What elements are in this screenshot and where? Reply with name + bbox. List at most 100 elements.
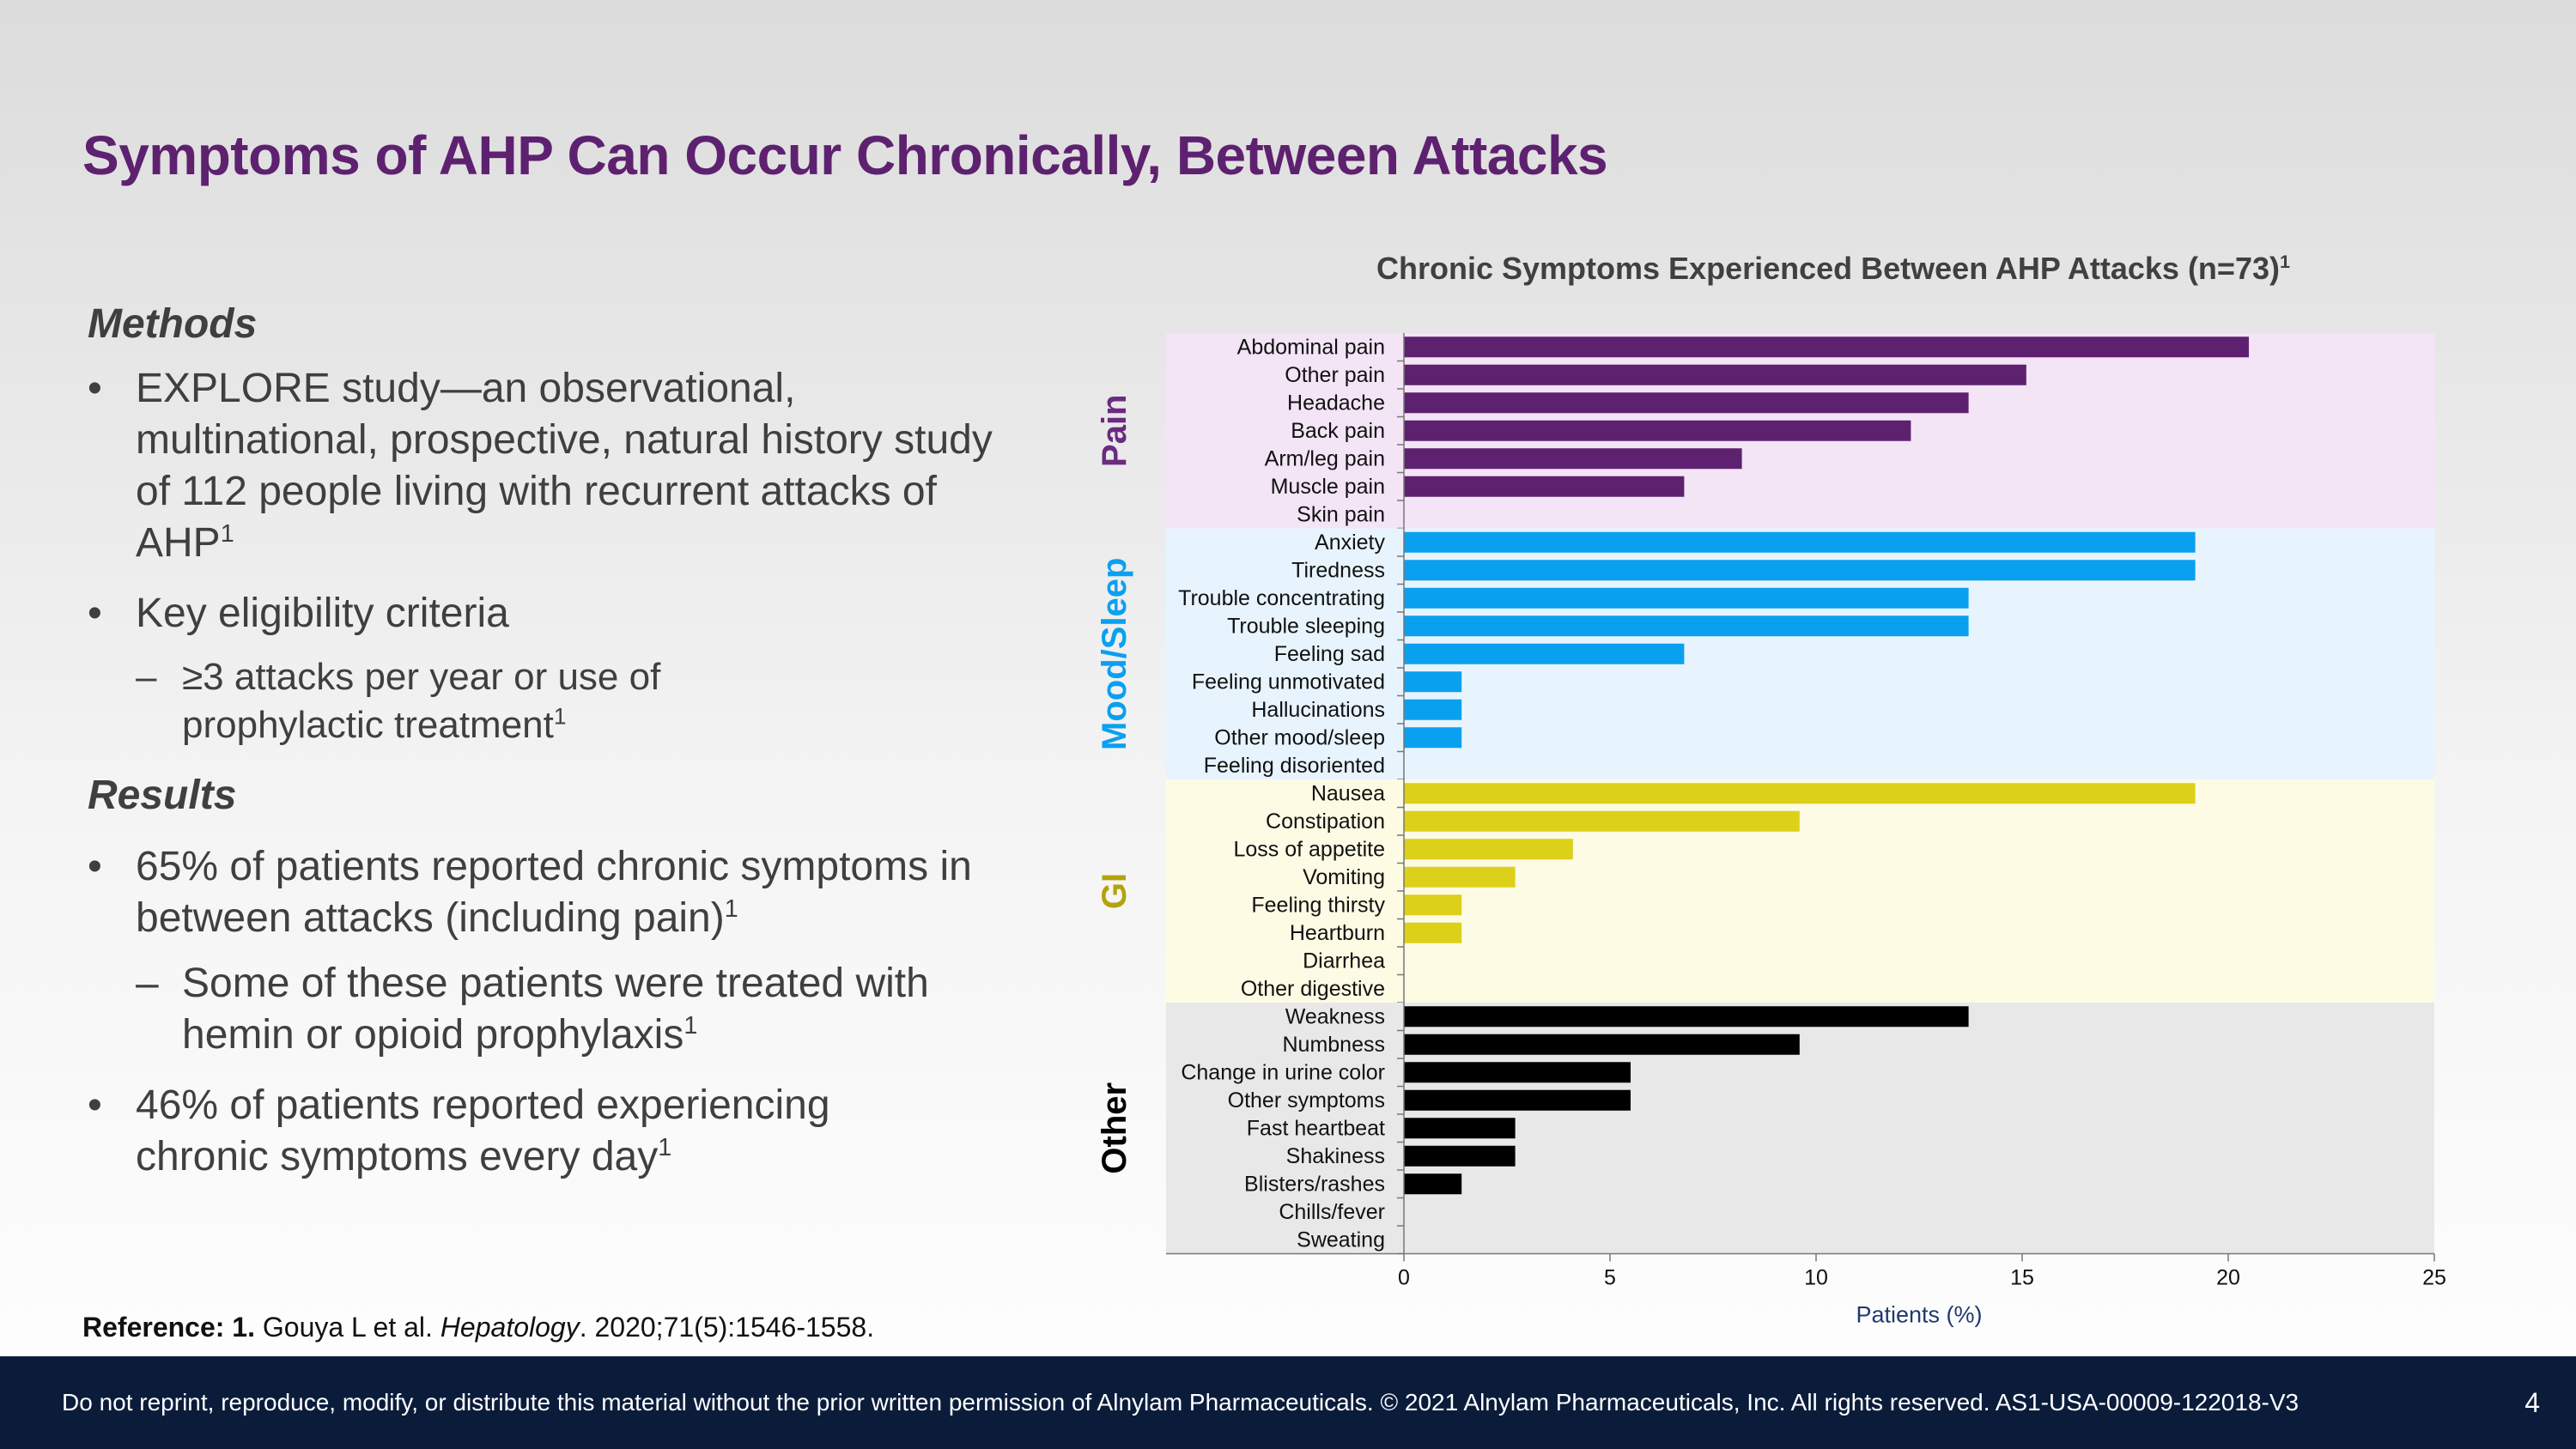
methods-bullet-2: Key eligibility criteria <box>136 591 509 636</box>
bullet-mark: • <box>88 844 102 889</box>
category-label: Feeling unmotivated <box>1192 670 1385 694</box>
category-label: Arm/leg pain <box>1265 446 1385 470</box>
category-label: Trouble sleeping <box>1227 614 1385 638</box>
category-label: Diarrhea <box>1303 949 1385 973</box>
group-label: Pain <box>1096 395 1133 467</box>
symptoms-bar-chart: Pain Abdominal pain Other pain Headache Back… <box>1096 333 2446 1328</box>
citation-sup: 1 <box>658 1134 672 1161</box>
chart-title: Chronic Symptoms Experienced Between AHP… <box>1376 251 2290 286</box>
bullet-item: • 65% of patients reported chronic sympt… <box>88 841 1032 944</box>
group-label: Mood/Sleep <box>1096 558 1133 750</box>
methods-heading: Methods <box>88 301 258 347</box>
category-label: Abdominal pain <box>1237 335 1385 359</box>
bar <box>1404 1034 1800 1055</box>
reference-journal: Hepatology <box>440 1312 580 1343</box>
reference-number: 1. <box>232 1312 255 1343</box>
bar <box>1404 727 1462 749</box>
methods-results-panel: Methods • EXPLORE study—an observational… <box>88 300 1032 1202</box>
reference-citation: . 2020;71(5):1546-1558. <box>579 1312 875 1343</box>
bullet-item: • EXPLORE study—an observational, multin… <box>88 363 1032 569</box>
bar <box>1404 392 1969 414</box>
bullet-mark: • <box>88 1082 102 1128</box>
reference-authors: Gouya L et al. <box>262 1312 433 1343</box>
category-label: Loss of appetite <box>1233 837 1385 861</box>
category-label: Vomiting <box>1303 865 1385 889</box>
citation-sup: 1 <box>724 895 738 923</box>
dash-mark: – <box>136 961 159 1006</box>
category-label: Nausea <box>1311 781 1385 805</box>
group-label: Other <box>1096 1082 1133 1174</box>
bar <box>1404 643 1685 664</box>
bar <box>1404 420 1911 441</box>
category-label: Skin pain <box>1297 502 1385 526</box>
bar <box>1404 894 1462 916</box>
footer-disclaimer: Do not reprint, reproduce, modify, or di… <box>62 1389 2300 1416</box>
category-label: Feeling thirsty <box>1251 893 1385 917</box>
category-label: Other digestive <box>1241 977 1385 1001</box>
category-label: Change in urine color <box>1181 1060 1385 1084</box>
category-label: Trouble concentrating <box>1178 586 1385 610</box>
bar <box>1404 336 2249 358</box>
bar <box>1404 364 2026 385</box>
reference-label: Reference: <box>82 1312 225 1343</box>
methods-bullet-1: EXPLORE study—an observational, multinat… <box>136 366 993 566</box>
x-axis-label: Patients (%) <box>1856 1302 1982 1328</box>
bar <box>1404 671 1462 693</box>
bar <box>1404 1173 1462 1195</box>
category-label: Blisters/rashes <box>1244 1172 1385 1196</box>
bar <box>1404 922 1462 943</box>
citation-sup: 1 <box>683 1012 698 1040</box>
category-label: Hallucinations <box>1251 698 1385 722</box>
x-tick-label: 25 <box>2422 1266 2446 1290</box>
x-tick-label: 10 <box>1804 1266 1828 1290</box>
x-tick-label: 5 <box>1604 1266 1616 1290</box>
bullet-mark: • <box>88 591 102 636</box>
category-label: Numbness <box>1283 1033 1386 1057</box>
category-label: Chills/fever <box>1279 1200 1385 1224</box>
category-label: Other pain <box>1285 363 1385 387</box>
bar <box>1404 1006 1969 1028</box>
category-label: Tiredness <box>1291 558 1385 582</box>
group-band-gi <box>1166 779 2434 1003</box>
category-label: Weakness <box>1285 1004 1385 1028</box>
bar <box>1404 1145 1516 1167</box>
category-label: Other mood/sleep <box>1214 725 1385 749</box>
dash-mark: – <box>136 656 157 698</box>
category-label: Constipation <box>1266 809 1385 834</box>
results-bullet-2: 46% of patients reported experiencing ch… <box>136 1082 830 1179</box>
category-label: Feeling disoriented <box>1204 754 1385 778</box>
bar <box>1404 783 2196 804</box>
citation-sup: 1 <box>553 703 567 730</box>
citation-sup: 1 <box>2279 251 2290 272</box>
bullet-item: • Key eligibility criteria <box>88 588 1032 640</box>
bar <box>1404 587 1969 609</box>
results-heading: Results <box>88 773 237 818</box>
bullet-mark: • <box>88 366 102 411</box>
group-band-other <box>1166 1003 2434 1254</box>
page-number: 4 <box>2524 1387 2540 1418</box>
bar <box>1404 560 2196 581</box>
bullet-item: • 46% of patients reported experiencing … <box>88 1080 1032 1183</box>
sub-bullet-item: – ≥3 attacks per year or use of prophyla… <box>136 653 1032 749</box>
category-label: Sweating <box>1297 1228 1385 1252</box>
category-label: Back pain <box>1291 419 1385 443</box>
slide-title: Symptoms of AHP Can Occur Chronically, B… <box>82 124 1608 186</box>
bar <box>1404 448 1742 470</box>
category-label: Muscle pain <box>1271 475 1385 499</box>
x-tick-label: 0 <box>1398 1266 1410 1290</box>
category-label: Other symptoms <box>1228 1088 1385 1113</box>
citation-sup: 1 <box>220 520 234 548</box>
bar <box>1404 699 1462 720</box>
category-label: Shakiness <box>1286 1144 1385 1168</box>
category-label: Feeling sad <box>1274 642 1385 666</box>
bar <box>1404 1118 1516 1139</box>
category-label: Fast heartbeat <box>1247 1116 1385 1140</box>
group-label: GI <box>1096 873 1133 909</box>
bar <box>1404 1089 1631 1111</box>
bar <box>1404 476 1685 497</box>
sub-bullet-item: – Some of these patients were treated wi… <box>136 958 1032 1061</box>
category-label: Headache <box>1287 391 1385 415</box>
reference: Reference: 1. Gouya L et al. Hepatology.… <box>82 1312 874 1343</box>
bar <box>1404 839 1573 860</box>
bar <box>1404 1062 1631 1083</box>
